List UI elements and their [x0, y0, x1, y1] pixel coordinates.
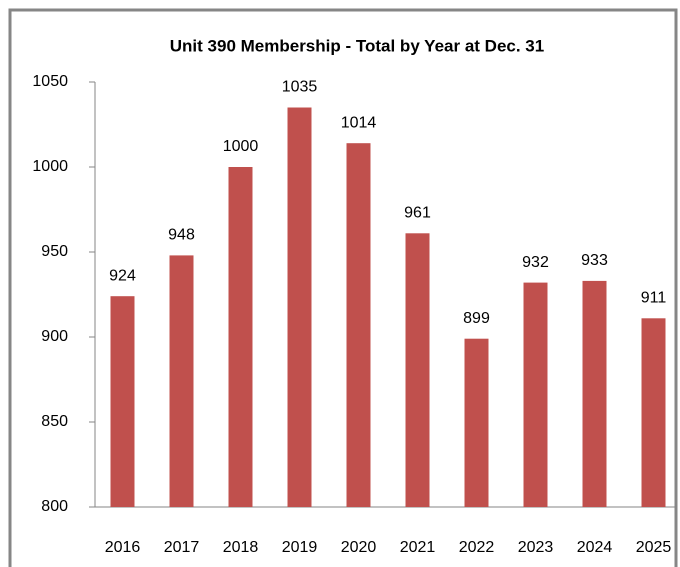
- y-tick-label: 1000: [32, 158, 68, 175]
- data-label: 899: [463, 310, 490, 327]
- y-tick-label: 800: [41, 498, 68, 515]
- data-label: 1014: [341, 114, 377, 131]
- bar: [228, 167, 253, 507]
- x-tick-label: 2024: [577, 539, 613, 556]
- x-tick-label: 2019: [282, 539, 318, 556]
- y-tick-label: 850: [41, 413, 68, 430]
- bar: [287, 107, 312, 507]
- bar: [405, 233, 430, 508]
- bar: [110, 296, 135, 507]
- data-label: 1035: [282, 79, 318, 96]
- data-label: 961: [404, 205, 431, 222]
- x-tick-label: 2022: [459, 539, 495, 556]
- x-tick-label: 2023: [518, 539, 554, 556]
- x-tick-label: 2020: [341, 539, 377, 556]
- bar: [346, 143, 371, 507]
- y-tick-label: 1050: [32, 73, 68, 90]
- chart-title: Unit 390 Membership - Total by Year at D…: [170, 36, 544, 55]
- x-tick-label: 2025: [636, 539, 672, 556]
- bar: [464, 338, 489, 507]
- x-tick-label: 2021: [400, 539, 436, 556]
- bar: [169, 255, 194, 507]
- x-tick-label: 2018: [223, 539, 259, 556]
- y-tick-label: 950: [41, 243, 68, 260]
- data-label: 1000: [223, 138, 259, 155]
- data-label: 911: [641, 290, 667, 307]
- bar: [641, 318, 666, 507]
- chart-border: [8, 8, 678, 567]
- data-label: 924: [109, 267, 136, 284]
- data-label: 932: [522, 254, 549, 271]
- x-tick-label: 2016: [105, 539, 141, 556]
- bar: [523, 282, 548, 507]
- data-label: 948: [168, 227, 195, 244]
- x-tick-label: 2017: [164, 539, 200, 556]
- y-tick-label: 900: [41, 328, 68, 345]
- data-label: 933: [581, 252, 608, 269]
- bar: [582, 280, 607, 507]
